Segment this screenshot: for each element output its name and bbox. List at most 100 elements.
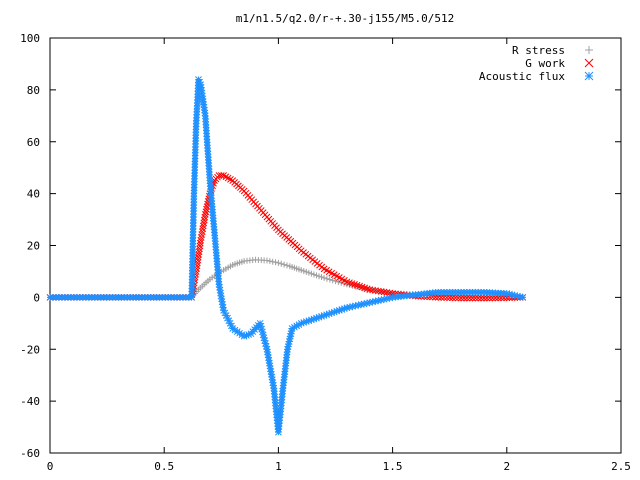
series-0-point [338, 279, 345, 286]
series-2-point [511, 292, 519, 299]
x-tick-label-5: 2.5 [611, 460, 631, 473]
series-2-point [259, 328, 266, 336]
legend-marker-1 [584, 58, 594, 68]
series-2-point [217, 289, 224, 297]
series-2-point [330, 308, 338, 316]
series-0-point [321, 274, 328, 281]
series-2-point [297, 319, 305, 327]
series-2-point [222, 312, 230, 319]
series-2-point [284, 343, 292, 351]
series-1-point [202, 208, 210, 216]
series-2-point [338, 306, 346, 313]
series-2-point [503, 290, 511, 297]
series-1-point [196, 242, 204, 250]
series-2-point [217, 292, 225, 300]
legend-marker-0 [585, 46, 593, 54]
y-tick-label-0: -60 [20, 447, 40, 460]
series-2-point [224, 314, 231, 322]
series-2-point [349, 303, 356, 310]
series-1-point [474, 294, 482, 302]
series-1-point [466, 294, 474, 302]
series-2-point [291, 323, 298, 331]
series-2-point [226, 319, 234, 327]
series-2-point [287, 330, 295, 338]
y-tick-label-8: 100 [20, 32, 40, 45]
series-2-point [221, 309, 229, 317]
series-2-point [288, 327, 295, 335]
series-2-point [260, 334, 268, 342]
series-0-point [332, 278, 339, 285]
series-2-point [284, 345, 291, 353]
series-0-point [303, 268, 310, 275]
y-tick-label-1: -40 [20, 395, 40, 408]
series-2-point [287, 332, 294, 340]
series-2-point [256, 319, 264, 327]
series-0-point [326, 276, 333, 283]
series-0-point [316, 273, 323, 280]
series-1-point [194, 253, 202, 261]
series-0-point [310, 271, 317, 278]
y-tick-label-3: 0 [33, 291, 40, 304]
series-2-point [216, 286, 224, 294]
series-2-point [295, 321, 303, 328]
series-2-point [229, 325, 237, 332]
series-1-point [449, 294, 456, 302]
series-2-point [308, 316, 315, 324]
series-2-point [285, 340, 293, 348]
legend-label-2: Acoustic flux [479, 70, 565, 83]
legend-label-1: G work [525, 57, 565, 70]
series-0-point [318, 274, 325, 281]
series-2-point [286, 335, 294, 343]
series-2-point [220, 306, 227, 314]
series-1-point [203, 205, 210, 213]
series-2-point [259, 331, 267, 339]
series-1-point [494, 294, 502, 302]
series-2-point [245, 331, 253, 338]
plot-frame [49, 37, 622, 454]
series-2-point [196, 78, 203, 86]
series-1-point [201, 211, 209, 218]
series-0-point [283, 262, 290, 269]
series-2-point [261, 337, 269, 344]
series-2-point [377, 296, 385, 304]
x-tick-label-1: 0.5 [154, 460, 174, 473]
series-2-point [258, 325, 266, 333]
series-0-point [298, 267, 305, 274]
series-1-point [472, 294, 479, 302]
y-tick-label-4: 20 [27, 240, 40, 253]
series-1-point [440, 294, 448, 301]
chart-title: m1/n1.5/q2.0/r-+.30-j155/M5.0/512 [236, 12, 455, 25]
series-2-point [218, 295, 225, 303]
series-1-point [196, 239, 204, 247]
series-0-point [300, 268, 307, 275]
series-0-point [272, 259, 279, 266]
series-2-point [315, 313, 323, 321]
series-2-point [285, 338, 293, 345]
legend-label-0: R stress [512, 44, 565, 57]
series-2-point [218, 298, 226, 306]
series-2-point [195, 76, 202, 83]
series-1-point [446, 294, 454, 302]
series-1-point [492, 294, 499, 302]
series-1-point [489, 294, 496, 302]
series-2 [46, 76, 527, 436]
series-2-point [325, 310, 333, 318]
series-2-point [323, 311, 330, 319]
y-tick-label-2: -20 [20, 343, 40, 356]
series-2-point [369, 298, 376, 306]
series-2-point [288, 325, 296, 332]
series-0-point [335, 278, 342, 285]
series-1-point [203, 203, 211, 210]
series-1-point [483, 294, 491, 302]
series-0-point [281, 261, 288, 268]
series-2-point [508, 291, 516, 299]
series-1-point [480, 294, 488, 302]
series-2-point [380, 295, 388, 303]
series-2-point [360, 300, 368, 308]
series-2-point [374, 297, 382, 304]
series-2-point [383, 295, 391, 303]
series-2-point [243, 332, 250, 339]
series-2-point [354, 301, 362, 309]
